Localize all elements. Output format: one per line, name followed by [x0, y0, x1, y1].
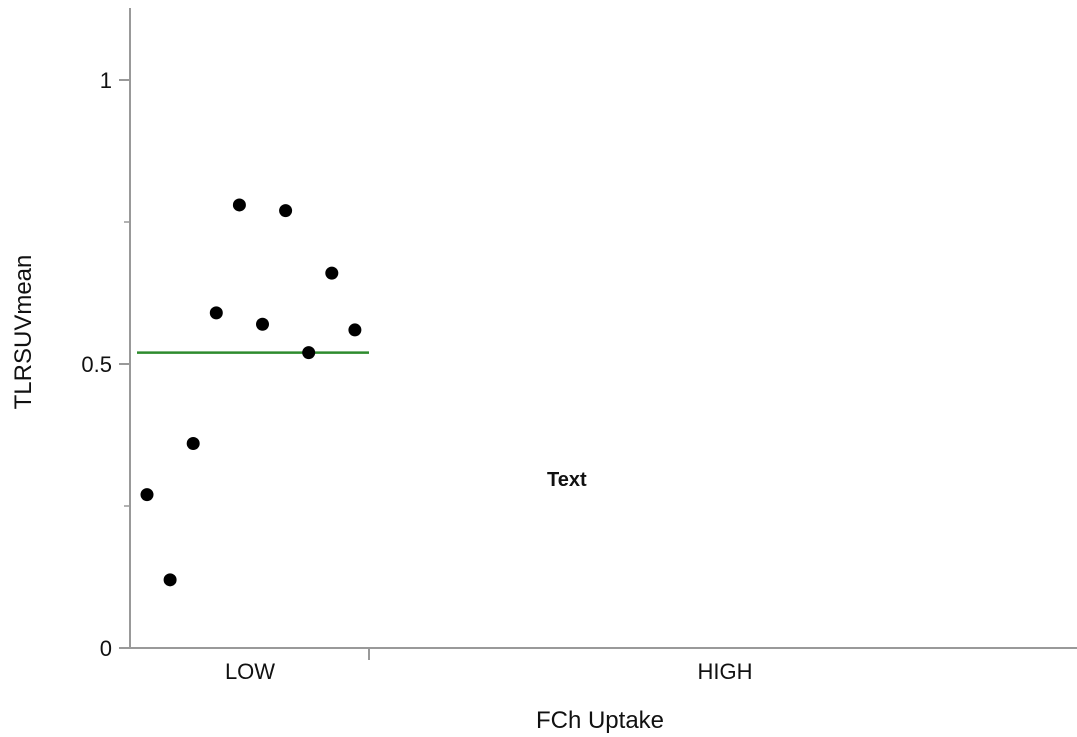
x-axis-title: FCh Uptake — [536, 707, 664, 734]
data-point-low — [302, 346, 316, 360]
x-tick-label: LOW — [225, 659, 275, 684]
data-point-low — [325, 266, 339, 280]
axes — [129, 8, 1077, 649]
data-points — [140, 198, 362, 587]
data-point-low — [348, 323, 362, 337]
data-point-low — [279, 204, 293, 218]
y-tick-label: 1 — [100, 68, 112, 93]
y-tick-label: 0 — [100, 636, 112, 661]
mean-lines — [137, 351, 369, 354]
data-point-low — [186, 437, 200, 451]
data-point-low — [163, 573, 177, 587]
data-point-low — [256, 317, 269, 331]
y-axis-title: TLRSUVmean — [10, 255, 37, 410]
x-tick-label: HIGH — [698, 659, 753, 684]
x-ticks: LOW HIGH — [225, 648, 753, 684]
y-ticks: 00.511.52 — [81, 68, 130, 661]
data-point-low — [209, 306, 223, 320]
chart-annotation: Text — [547, 469, 587, 491]
y-tick-label: 0.5 — [81, 352, 112, 377]
data-point-low — [232, 198, 246, 212]
data-point-low — [140, 488, 154, 502]
